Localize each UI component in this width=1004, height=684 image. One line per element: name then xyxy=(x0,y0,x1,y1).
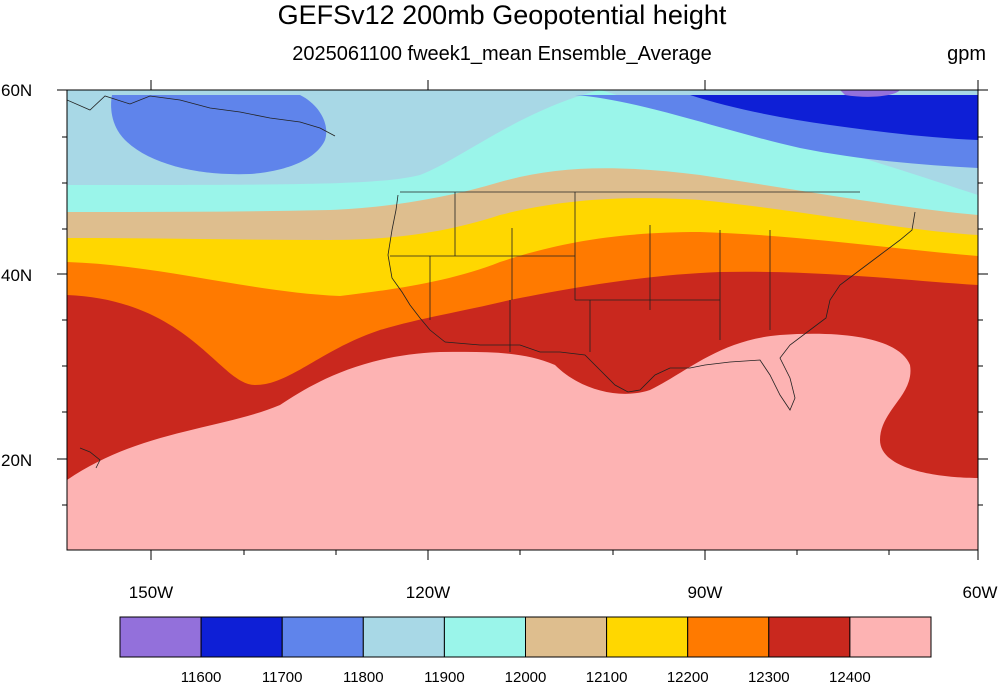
coastlines xyxy=(67,95,916,469)
map-title: GEFSv12 200mb Geopotential height xyxy=(277,0,727,30)
colorbar-level-label: 12000 xyxy=(505,669,547,684)
map-subtitle: 2025061100 fweek1_mean Ensemble_Average xyxy=(292,43,712,65)
colorbar-level-label: 11800 xyxy=(343,669,384,684)
band-11700-ak xyxy=(111,95,327,175)
colorbar-swatch xyxy=(362,616,445,658)
axis-ticks xyxy=(57,80,988,560)
colorbar-swatch xyxy=(606,616,689,658)
colorbar-level-label: 12400 xyxy=(829,669,871,684)
colorbar-level-label: 11900 xyxy=(424,669,465,684)
band-11600 xyxy=(690,95,978,140)
lon-label-120w: 120W xyxy=(406,583,450,602)
colorbar-swatch xyxy=(200,616,283,658)
lon-label-150w: 150W xyxy=(129,583,173,602)
lat-label-20n: 20N xyxy=(1,451,32,470)
colorbar-swatch xyxy=(849,616,932,658)
colorbar-swatch xyxy=(119,616,202,658)
colorbar-level-label: 12100 xyxy=(586,669,628,684)
band-below-11600 xyxy=(840,90,900,97)
lon-label-60w: 60W xyxy=(963,583,998,602)
contour-fields xyxy=(67,90,978,550)
lon-label-90w: 90W xyxy=(688,583,723,602)
colorbar-level-label: 12200 xyxy=(667,669,709,684)
colorbar-swatch xyxy=(281,616,364,658)
colorbar-level-label: 11600 xyxy=(181,669,222,684)
colorbar-swatch xyxy=(443,616,526,658)
colorbar-swatch xyxy=(525,616,608,658)
colorbar-level-label: 12300 xyxy=(748,669,790,684)
colorbar-level-label: 11700 xyxy=(262,669,303,684)
lat-label-60n: 60N xyxy=(1,81,32,100)
colorbar-swatch xyxy=(687,616,770,658)
colorbar-swatch xyxy=(768,616,851,658)
units-label: gpm xyxy=(947,43,986,65)
colorbar: 11600 11700 11800 11900 12000 12100 12200 12300… xyxy=(119,616,932,684)
lat-label-40n: 40N xyxy=(1,266,32,285)
